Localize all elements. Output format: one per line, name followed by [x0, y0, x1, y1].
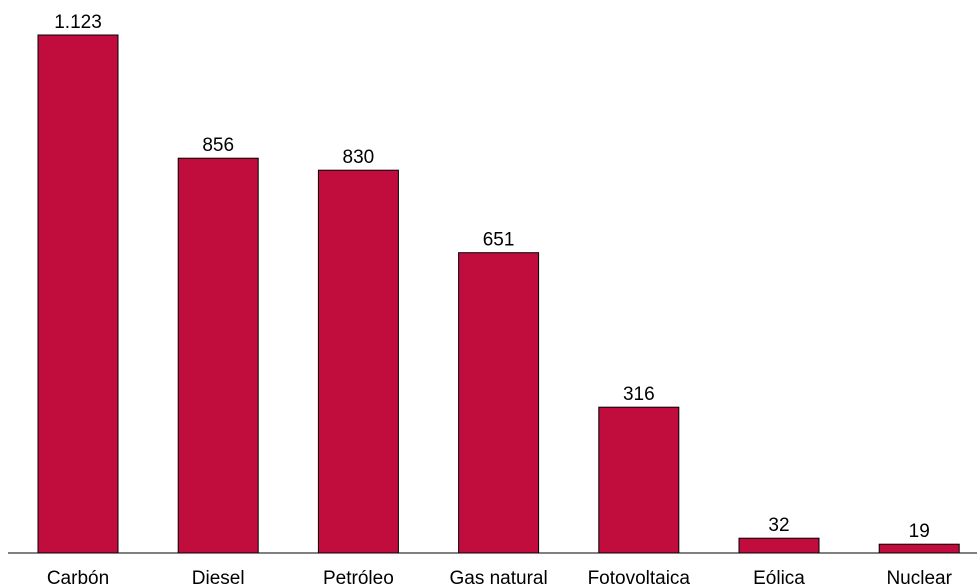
category-label-diesel: Diesel: [192, 568, 245, 588]
category-label-nuclear: Nuclear: [886, 568, 952, 588]
value-label-nuclear: 19: [909, 521, 930, 542]
category-label-eolica: Eólica: [753, 568, 805, 588]
bar-eolica: [738, 537, 820, 554]
value-label-petroleo: 830: [343, 147, 375, 168]
bar-petroleo: [317, 169, 399, 554]
category-label-gas-natural: Gas natural: [449, 568, 547, 588]
category-label-carbon: Carbón: [47, 568, 109, 588]
category-labels-group: Carbón Diesel Petróleo Gas natural Fotovolta…: [47, 568, 953, 588]
value-label-fotovoltaica: 316: [623, 384, 655, 405]
bar-fotovoltaica: [598, 406, 680, 554]
bar-carbon: [37, 34, 119, 554]
bar-gas-natural: [458, 252, 540, 554]
value-labels-group: 1.123 856 830 651 316 32 19: [54, 12, 930, 542]
value-label-gas-natural: 651: [483, 230, 515, 251]
value-label-eolica: 32: [768, 515, 789, 536]
bar-nuclear: [878, 543, 960, 554]
bar-diesel: [177, 157, 259, 554]
category-label-petroleo: Petróleo: [323, 568, 394, 588]
value-label-carbon: 1.123: [54, 12, 102, 33]
category-label-fotovoltaica: Fotovoltaica: [588, 568, 691, 588]
bars-group: [37, 34, 960, 554]
value-label-diesel: 856: [202, 135, 234, 156]
